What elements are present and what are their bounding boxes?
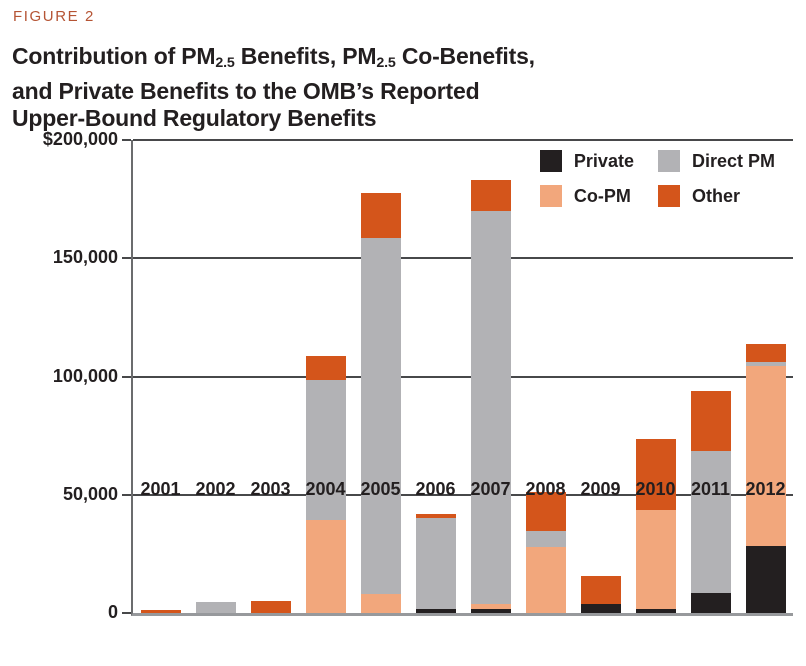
legend-swatch-private [539,150,562,172]
title-text: Co-Benefits, [395,43,535,70]
bar-group-2010 [635,439,676,613]
legend-label: Private [573,150,634,171]
bar-segment-co-pm-2005 [360,594,401,613]
bar-segment-other-2004 [305,355,346,381]
bar-segment-direct-pm-2002 [195,602,236,613]
bar-group-2004 [305,355,346,613]
y-tick-mark [122,257,131,260]
bar-segment-direct-pm-2004 [305,380,346,520]
x-tick-label-2007: 2007 [470,479,511,499]
gridline-50000 [133,493,793,496]
bar-segment-direct-pm-2008 [525,531,566,547]
bar-segment-other-2005 [360,193,401,239]
x-tick-label-2009: 2009 [580,479,621,499]
legend-label: Direct PM [691,150,775,171]
bar-group-2002 [195,602,236,613]
bar-segment-co-pm-2010 [635,510,676,610]
legend-swatch-co-pm [539,185,562,207]
bar-segment-private-2012 [745,545,786,613]
bar-segment-private-2010 [635,609,676,613]
bar-group-2003 [250,601,291,613]
bar-segment-private-2009 [580,604,621,613]
legend-label: Co-PM [573,185,631,206]
title-text: and Private Benefits to the OMB’s Report… [12,77,480,104]
x-tick-label-2006: 2006 [415,479,456,499]
title-text: Upper-Bound Regulatory Benefits [12,104,377,131]
gridline-150000 [133,257,793,260]
bar-segment-direct-pm-2005 [360,238,401,595]
gridline-200000 [133,139,793,141]
bar-group-2009 [580,576,621,613]
bar-segment-direct-pm-2006 [415,518,456,610]
x-tick-label-2004: 2004 [305,479,346,499]
legend: Private Direct PM Co-PM Other [539,150,775,207]
bar-group-2008 [525,492,566,613]
legend-item-private: Private [539,150,634,172]
x-tick-label-2005: 2005 [360,479,401,499]
bar-segment-co-pm-2008 [525,546,566,613]
bar-group-2012 [745,344,786,613]
title-subscript: 2.5 [215,55,235,72]
bar-segment-co-pm-2012 [745,365,786,546]
y-tick-label: 50,000 [62,483,118,504]
bar-segment-co-pm-2007 [470,604,511,609]
x-tick-label-2012: 2012 [745,479,786,499]
bar-segment-co-pm-2004 [305,519,346,613]
x-tick-label-2010: 2010 [635,479,676,499]
bar-group-2001 [140,610,181,613]
legend-label: Other [691,185,740,206]
bar-segment-direct-pm-2012 [745,362,786,366]
plot-area: Private Direct PM Co-PM Other [131,139,793,616]
gridline-100000 [133,375,793,378]
x-tick-label-2003: 2003 [250,479,291,499]
x-tick-label-2001: 2001 [140,479,181,499]
bar-segment-other-2001 [140,610,181,613]
y-tick-mark [122,375,131,378]
x-tick-label-2011: 2011 [690,479,731,499]
bar-segment-private-2006 [415,609,456,613]
y-tick-mark [122,493,131,496]
chart-title: Contribution of PM2.5 Benefits, PM2.5 Co… [12,43,535,131]
bar-group-2005 [360,193,401,613]
bar-segment-other-2008 [525,492,566,532]
legend-swatch-other [657,185,680,207]
legend-item-direct-pm: Direct PM [657,150,775,172]
y-tick-label: $200,000 [42,129,118,149]
bar-segment-other-2003 [250,601,291,613]
x-tick-label-2008: 2008 [525,479,566,499]
bar-segment-direct-pm-2007 [470,210,511,605]
figure-label: FIGURE 2 [13,8,95,25]
legend-swatch-direct-pm [657,150,680,172]
bar-segment-other-2009 [580,576,621,605]
bar-segment-other-2010 [635,439,676,511]
bar-segment-other-2006 [415,513,456,519]
bar-segment-other-2012 [745,344,786,363]
bar-group-2011 [690,391,731,613]
y-tick-label: 150,000 [52,247,118,268]
bar-group-2007 [470,180,511,613]
title-text: Contribution of PM [12,43,216,70]
y-tick-mark [122,139,131,141]
title-text: Benefits, PM [234,43,377,70]
title-subscript: 2.5 [376,55,396,72]
bar-segment-private-2011 [690,593,731,613]
bar-segment-other-2011 [690,391,731,452]
y-tick-label: 0 [107,602,118,622]
bar-segment-direct-pm-2011 [690,451,731,594]
y-tick-label: 100,000 [52,365,118,386]
bar-segment-other-2007 [470,180,511,211]
legend-item-co-pm: Co-PM [539,185,634,207]
bar-segment-private-2007 [470,608,511,613]
x-tick-label-2002: 2002 [195,479,236,499]
legend-item-other: Other [657,185,775,207]
y-tick-mark [122,612,131,614]
bar-group-2006 [415,513,456,613]
